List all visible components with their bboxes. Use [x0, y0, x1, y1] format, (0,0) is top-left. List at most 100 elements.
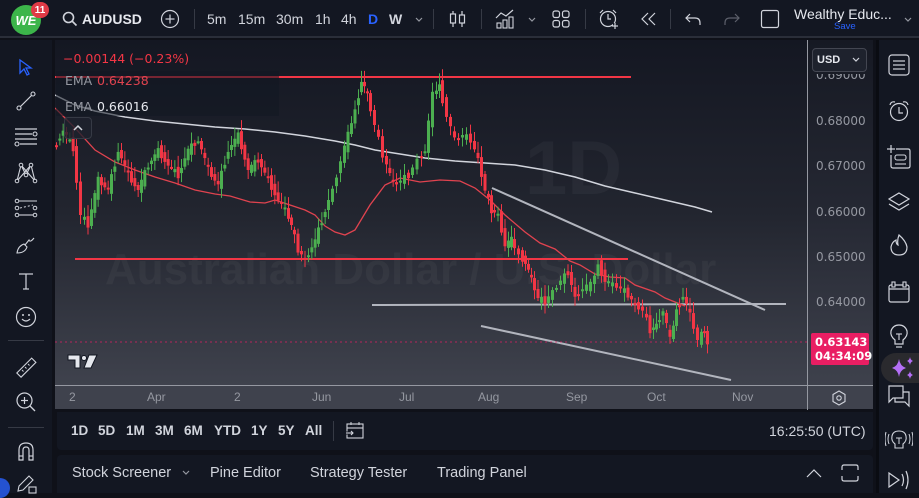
- timeframe-5m[interactable]: 5m: [207, 0, 226, 38]
- utc-clock[interactable]: 16:25:50 (UTC): [769, 423, 866, 439]
- alerts-button[interactable]: [884, 96, 914, 126]
- emoji-tool[interactable]: [11, 302, 41, 332]
- magnet-tool[interactable]: [11, 436, 41, 466]
- time-scale[interactable]: 2 Apr 2 Jun Jul Aug Sep Oct Nov: [55, 385, 873, 411]
- timeframe-label: 5m: [207, 11, 227, 27]
- chart-type-button[interactable]: [449, 0, 467, 38]
- hotlists-button[interactable]: [884, 230, 914, 260]
- range-5y[interactable]: 5Y: [278, 423, 295, 438]
- publish-button[interactable]: [884, 465, 914, 495]
- price-tick: 0.64000: [816, 295, 866, 309]
- range-1d[interactable]: 1D: [71, 423, 89, 438]
- timeframe-30m[interactable]: 30m: [276, 0, 303, 38]
- range-6m[interactable]: 6M: [184, 423, 203, 438]
- settings-hexagon-icon: [832, 390, 846, 406]
- chevron-down-icon: [852, 57, 860, 62]
- range-1y[interactable]: 1Y: [251, 423, 268, 438]
- text-icon: [19, 273, 33, 290]
- chevron-down-icon: [415, 17, 423, 22]
- fib-tool[interactable]: [11, 122, 41, 152]
- chart-settings-button[interactable]: [831, 390, 847, 411]
- brush-tool[interactable]: [11, 230, 41, 260]
- right-sidebar: [876, 40, 919, 493]
- ema-slow-label[interactable]: EMA: [65, 99, 93, 114]
- layout-menu-dropdown[interactable]: [903, 0, 913, 38]
- maximize-panel-button[interactable]: [841, 464, 859, 487]
- price-chart[interactable]: [55, 40, 807, 385]
- expand-panel-button[interactable]: [805, 466, 823, 484]
- horizontal-support-line: [371, 303, 787, 306]
- layout-name-button[interactable]: Wealthy Educ... Save: [794, 0, 892, 38]
- layout-select-button[interactable]: [760, 0, 780, 38]
- toolbar-divider: [8, 427, 44, 428]
- collapse-legend-button[interactable]: [64, 117, 92, 139]
- chats-button[interactable]: [884, 381, 914, 411]
- bottom-panel-tabs: Stock Screener Pine Editor Strategy Test…: [57, 455, 873, 493]
- range-3m[interactable]: 3M: [155, 423, 174, 438]
- time-tick: Aug: [478, 390, 500, 404]
- range-5d[interactable]: 5D: [98, 423, 116, 438]
- ema-fast-label[interactable]: EMA: [65, 73, 93, 88]
- timeframe-dropdown[interactable]: [414, 0, 424, 38]
- currency-select[interactable]: USD: [812, 48, 867, 72]
- timeframe-label: 15m: [238, 11, 266, 27]
- notification-badge: 11: [31, 2, 49, 18]
- indicators-button[interactable]: [494, 0, 516, 38]
- ideas-button[interactable]: [884, 321, 914, 351]
- layers-icon: [887, 192, 911, 211]
- zoom-in-tool[interactable]: [11, 387, 41, 417]
- timeframe-label: W: [389, 11, 403, 27]
- price-scale[interactable]: USD 0.69000 0.68000 0.67000 0.66000 0.65…: [807, 40, 873, 385]
- brush-icon: [16, 237, 35, 254]
- time-tick: 2: [69, 390, 76, 404]
- templates-button[interactable]: [552, 0, 570, 38]
- divider: [670, 9, 671, 29]
- timeframe-15m[interactable]: 15m: [238, 0, 265, 38]
- redo-button[interactable]: [724, 0, 740, 38]
- tab-trading-panel[interactable]: Trading Panel: [437, 465, 527, 481]
- timeframe-w[interactable]: W: [389, 0, 402, 38]
- range-all[interactable]: All: [305, 423, 323, 438]
- replay-button[interactable]: [640, 0, 658, 38]
- horizontal-lines-icon: [14, 128, 38, 147]
- text-tool[interactable]: [11, 266, 41, 296]
- timeframe-d[interactable]: D: [368, 0, 378, 38]
- date-range-bar: 1D 5D 1M 3M 6M YTD 1Y 5Y All 16:25:50 (U…: [57, 412, 873, 450]
- compare-symbol-button[interactable]: [160, 0, 180, 38]
- indicators-dropdown[interactable]: [527, 0, 537, 38]
- pattern-tool[interactable]: [11, 158, 41, 188]
- range-ytd[interactable]: YTD: [214, 423, 241, 438]
- timeframe-4h[interactable]: 4h: [341, 0, 357, 38]
- prediction-tool[interactable]: [11, 194, 41, 224]
- watchlist-button[interactable]: [884, 50, 914, 80]
- legend-background: [56, 71, 279, 116]
- chart-pane[interactable]: 1D Australian Dollar / U.S. Dollar −0.00…: [55, 40, 807, 385]
- candlesticks: [55, 69, 709, 354]
- time-tick: Nov: [732, 390, 754, 404]
- time-tick: Apr: [147, 390, 166, 404]
- ruler-tool[interactable]: [11, 353, 41, 383]
- cursor-tool[interactable]: [11, 52, 41, 82]
- lock-drawings-tool[interactable]: [11, 468, 41, 498]
- timeframe-label: 1h: [315, 11, 331, 27]
- ema-slow-line: [55, 94, 713, 213]
- tab-stock-screener[interactable]: Stock Screener: [72, 465, 191, 481]
- timeframe-1h[interactable]: 1h: [315, 0, 331, 38]
- streams-button[interactable]: [884, 425, 914, 455]
- go-to-date-button[interactable]: [345, 420, 365, 445]
- trend-line-tool[interactable]: [11, 86, 41, 116]
- save-link[interactable]: Save: [834, 20, 856, 32]
- calendar-button[interactable]: [884, 277, 914, 307]
- chevron-down-icon: [182, 470, 190, 475]
- divider: [481, 9, 482, 29]
- timeframe-label: D: [368, 11, 379, 27]
- ai-assistant-button[interactable]: [881, 353, 919, 383]
- object-tree-button[interactable]: [884, 142, 914, 172]
- undo-button[interactable]: [685, 0, 701, 38]
- layers-button[interactable]: [884, 187, 914, 217]
- symbol-search-button[interactable]: AUDUSD: [62, 0, 142, 38]
- create-alert-button[interactable]: [598, 0, 620, 38]
- range-1m[interactable]: 1M: [126, 423, 145, 438]
- tab-strategy-tester[interactable]: Strategy Tester: [310, 465, 408, 481]
- tab-pine-editor[interactable]: Pine Editor: [210, 465, 281, 481]
